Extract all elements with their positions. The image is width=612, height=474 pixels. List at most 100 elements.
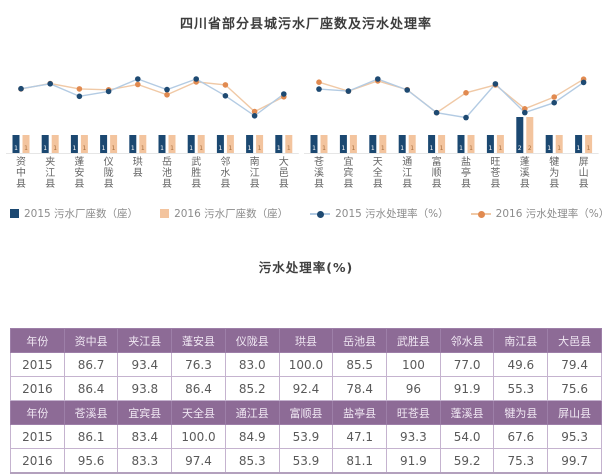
bar-value-label-2016: 1 bbox=[228, 145, 232, 152]
category-label: 仪陇县 bbox=[104, 156, 114, 190]
table-cell: 93.4 bbox=[117, 352, 173, 377]
bar-value-label-2015: 1 bbox=[189, 145, 193, 152]
table-header-cell: 夹江县 bbox=[117, 328, 173, 353]
table-cell: 96 bbox=[386, 376, 441, 401]
line-marker-2015 bbox=[18, 85, 24, 92]
table-header-cell: 宜宾县 bbox=[117, 400, 173, 425]
bar-value-label-2015: 1 bbox=[218, 145, 222, 152]
category-label: 蓬溪县 bbox=[520, 156, 530, 190]
table-cell: 2016 bbox=[10, 376, 65, 401]
table-header-cell: 旺苍县 bbox=[386, 400, 441, 425]
table-header-cell: 邻水县 bbox=[439, 328, 495, 353]
table-header-cell: 蓬安县 bbox=[171, 328, 226, 353]
line-marker-2015 bbox=[251, 113, 258, 119]
table-cell: 59.2 bbox=[439, 448, 495, 474]
line-marker-2016 bbox=[76, 86, 83, 92]
bar-value-label-2015: 1 bbox=[102, 145, 106, 152]
bar-2016 bbox=[467, 135, 475, 153]
bar-2015 bbox=[275, 135, 283, 153]
table-cell: 95.6 bbox=[63, 448, 119, 474]
chart-legend: 2015 污水厂座数（座） 2016 污水厂座数（座） 2015 污水处理率（%） 2… bbox=[10, 206, 609, 221]
line-2016 bbox=[20, 81, 285, 113]
bar-value-label-2015: 1 bbox=[312, 145, 316, 152]
table-header-cell: 武胜县 bbox=[386, 328, 441, 353]
table-cell: 92.4 bbox=[278, 376, 334, 401]
bar-value-label-2016: 1 bbox=[322, 145, 326, 152]
bar-value-label-2015: 1 bbox=[72, 145, 76, 152]
bar-value-label-2016: 1 bbox=[440, 145, 444, 152]
table-row: 2015 86.7 93.4 76.3 83.0 100.0 85.5 100 77.0 49.6… bbox=[10, 352, 602, 377]
line-marker-2015 bbox=[463, 114, 469, 121]
category-label: 武胜县 bbox=[191, 155, 201, 190]
table-cell: 54.0 bbox=[439, 424, 495, 449]
bar-value-label-2015: 1 bbox=[14, 145, 18, 152]
bar-value-label-2016: 2 bbox=[528, 145, 532, 152]
table-cell: 86.4 bbox=[63, 376, 119, 401]
line-marker-2015 bbox=[375, 76, 381, 82]
table-header-cell: 大邑县 bbox=[547, 328, 602, 353]
table-cell: 83.3 bbox=[117, 448, 173, 474]
table-cell: 85.2 bbox=[224, 376, 280, 401]
bar-2016 bbox=[320, 135, 328, 153]
category-label: 岳池县 bbox=[162, 156, 172, 190]
line-2015 bbox=[318, 78, 584, 119]
table-cell: 86.1 bbox=[63, 424, 119, 449]
table-cell: 86.4 bbox=[171, 376, 226, 401]
table-cell: 49.6 bbox=[493, 352, 549, 377]
legend-item-4: 2016 污水处理率（%） bbox=[470, 206, 609, 221]
table-header-cell: 年份 bbox=[10, 328, 65, 353]
table-cell: 97.4 bbox=[171, 448, 226, 474]
bar-2015 bbox=[457, 135, 465, 153]
bar-value-label-2015: 1 bbox=[488, 145, 492, 152]
category-label: 珙县 bbox=[133, 156, 143, 179]
bar-value-label-2016: 1 bbox=[351, 145, 355, 152]
line-marker-2015 bbox=[492, 81, 499, 87]
table-header-cell: 屏山县 bbox=[547, 400, 602, 425]
category-label: 富顺县 bbox=[432, 155, 442, 190]
bar-2016 bbox=[496, 135, 504, 153]
table-row: 2015 86.1 83.4 100.0 84.9 53.9 47.1 93.3 54.0 67.… bbox=[10, 424, 602, 449]
bar-2015 bbox=[41, 135, 49, 153]
bar-2015 bbox=[398, 135, 406, 153]
chart-title: 四川省部分县城污水厂座数及污水处理率 bbox=[179, 17, 432, 32]
table-cell: 100.0 bbox=[171, 424, 226, 449]
table-cell: 93.8 bbox=[117, 376, 173, 401]
table-header-cell: 蓬溪县 bbox=[439, 400, 495, 425]
table-cell: 93.3 bbox=[386, 424, 441, 449]
table-cell: 47.1 bbox=[332, 424, 388, 449]
table-header-cell: 资中县 bbox=[63, 328, 119, 353]
table-cell: 91.9 bbox=[439, 376, 495, 401]
bar-2016 bbox=[51, 135, 59, 153]
bar-2016 bbox=[22, 135, 30, 153]
legend-line-dot bbox=[317, 210, 325, 218]
table-cell: 91.9 bbox=[386, 448, 441, 474]
table-cell: 53.9 bbox=[278, 448, 334, 474]
bar-value-label-2016: 1 bbox=[258, 145, 262, 152]
table-cell: 55.3 bbox=[493, 376, 549, 401]
table-cell: 95.3 bbox=[547, 424, 602, 449]
table-cell: 83.0 bbox=[224, 352, 280, 377]
table-header-cell: 岳池县 bbox=[332, 328, 388, 353]
category-label: 宜宾县 bbox=[343, 155, 353, 190]
bar-2016 bbox=[438, 135, 446, 153]
category-label: 通江县 bbox=[402, 156, 412, 190]
bar-2015 bbox=[369, 135, 377, 153]
line-marker-2015 bbox=[522, 109, 528, 116]
table-cell: 76.3 bbox=[171, 352, 226, 377]
line-2015 bbox=[20, 78, 285, 117]
table-cell: 2016 bbox=[10, 448, 65, 474]
category-label: 夹江县 bbox=[45, 155, 55, 190]
table-cell: 85.5 bbox=[332, 352, 388, 377]
bar-value-label-2016: 1 bbox=[410, 145, 414, 152]
bar-2016 bbox=[168, 135, 176, 153]
table-cell: 77.0 bbox=[439, 352, 495, 377]
bar-value-label-2016: 1 bbox=[82, 145, 86, 152]
table-cell: 86.7 bbox=[63, 352, 119, 377]
bar-value-label-2015: 1 bbox=[160, 145, 164, 152]
bar-value-label-2015: 1 bbox=[577, 145, 581, 152]
bar-value-label-2015: 1 bbox=[277, 145, 281, 152]
line-marker-2015 bbox=[345, 88, 352, 94]
line-marker-2016 bbox=[222, 82, 229, 88]
line-marker-2015 bbox=[404, 87, 411, 93]
